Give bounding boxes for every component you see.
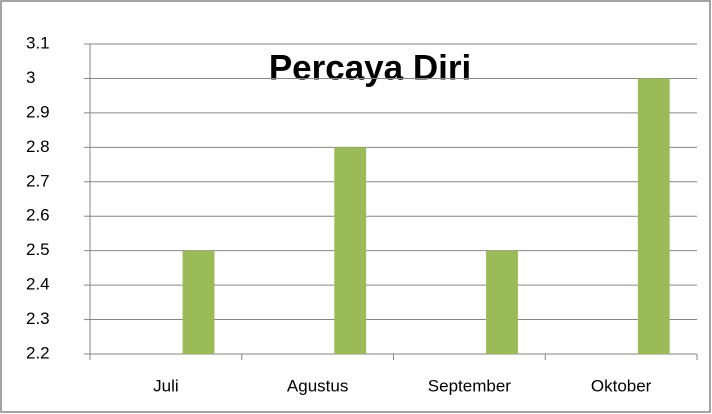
x-tick-label: Juli	[153, 376, 179, 395]
y-tick-label: 3	[26, 68, 35, 87]
bar	[182, 250, 215, 354]
y-tick-label: 2.7	[26, 171, 50, 190]
y-tick-label: 3.1	[26, 33, 50, 52]
y-tick-label: 2.4	[26, 275, 50, 294]
x-tick-label: September	[428, 376, 511, 395]
y-tick-label: 2.3	[26, 309, 50, 328]
y-tick-label: 2.9	[26, 102, 50, 121]
bar	[334, 147, 367, 354]
y-tick-label: 2.2	[26, 343, 50, 362]
x-tick-label: Oktober	[591, 376, 652, 395]
bar	[486, 250, 518, 354]
x-tick-label: Agustus	[287, 376, 348, 395]
bar	[637, 78, 670, 354]
y-tick-label: 2.5	[26, 240, 50, 259]
y-tick-label: 2.8	[26, 137, 50, 156]
chart-title: Percaya Diri	[269, 48, 471, 87]
y-tick-label: 2.6	[26, 206, 50, 225]
